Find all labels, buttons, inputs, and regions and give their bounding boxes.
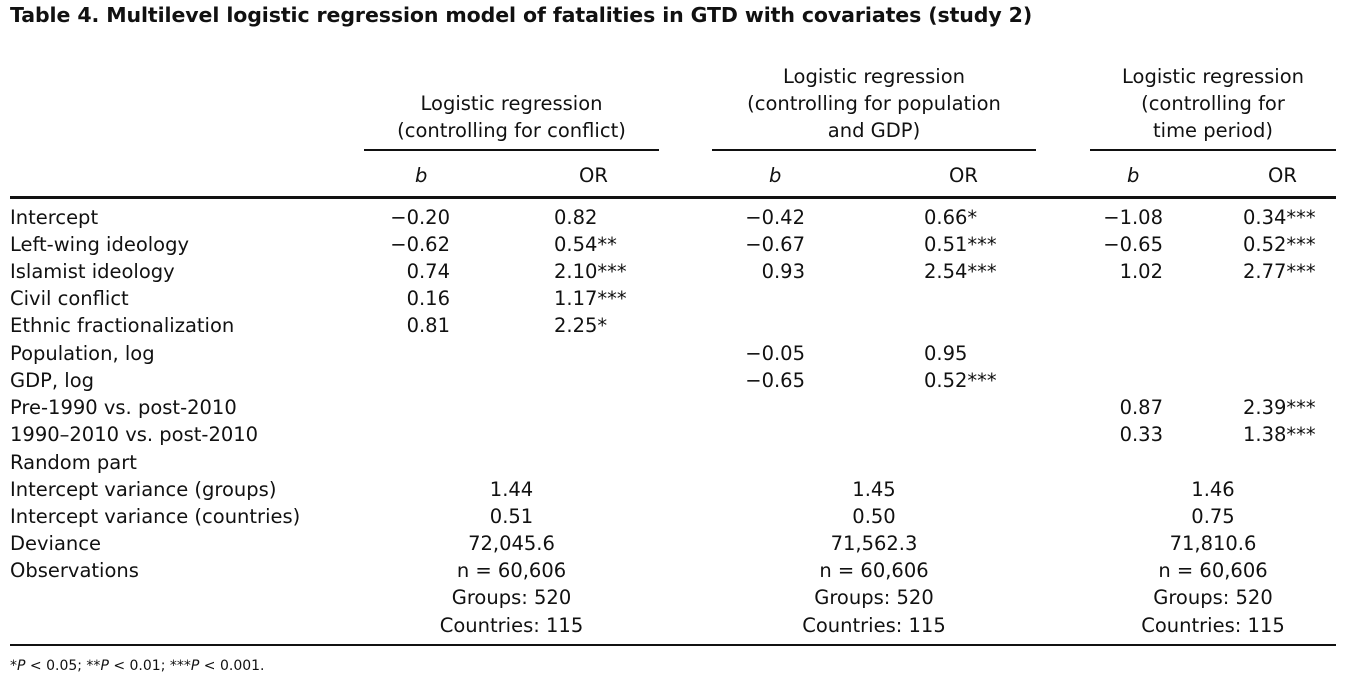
group-rule	[712, 149, 1036, 151]
subheader-b: b	[1127, 162, 1139, 189]
odds-ratio-cell: 0.51***	[924, 231, 997, 258]
footnote: *P < 0.05; **P < 0.01; ***P < 0.001.	[10, 658, 265, 674]
coefficient-b-cell: −0.20	[350, 204, 450, 231]
random-part-cell: n = 60,606	[364, 557, 659, 584]
odds-ratio-cell: 0.66*	[924, 204, 977, 231]
row-label: Population, log	[10, 340, 155, 367]
row-label: Intercept	[10, 204, 98, 231]
coefficient-b-cell: −1.08	[1063, 204, 1163, 231]
group-header-line: (controlling for	[1090, 90, 1336, 117]
row-label: GDP, log	[10, 367, 94, 394]
subheader-or: OR	[1268, 162, 1297, 189]
row-label: Pre-1990 vs. post-2010	[10, 394, 237, 421]
group-header-line: (controlling for conflict)	[364, 117, 659, 144]
row-label: Islamist ideology	[10, 258, 175, 285]
group-rule	[364, 149, 659, 151]
odds-ratio-cell: 0.54**	[554, 231, 617, 258]
coefficient-b-cell: 1.02	[1063, 258, 1163, 285]
random-part-cell: 71,810.6	[1090, 530, 1336, 557]
random-part-cell: Groups: 520	[364, 584, 659, 611]
random-part-cell: 0.75	[1090, 503, 1336, 530]
footnote-text: *P < 0.05; **P < 0.01; ***P < 0.001.	[10, 658, 265, 674]
odds-ratio-cell: 0.52***	[924, 367, 997, 394]
group-header-line: and GDP)	[712, 117, 1036, 144]
group-header-line: time period)	[1090, 117, 1336, 144]
group-header-conflict: Logistic regression (controlling for con…	[364, 90, 659, 144]
coefficient-b-cell: −0.42	[705, 204, 805, 231]
coefficient-b-cell: −0.67	[705, 231, 805, 258]
coefficient-b-cell: 0.74	[350, 258, 450, 285]
random-part-cell: 1.45	[712, 476, 1036, 503]
random-part-label: Random part	[10, 449, 137, 476]
coefficient-b-cell: 0.81	[350, 312, 450, 339]
row-label: Left-wing ideology	[10, 231, 189, 258]
group-header-line: (controlling for population	[712, 90, 1036, 117]
coefficient-b-cell: −0.65	[705, 367, 805, 394]
coefficient-b-cell: 0.16	[350, 285, 450, 312]
random-part-cell: 71,562.3	[712, 530, 1036, 557]
random-row-label: Observations	[10, 557, 139, 584]
odds-ratio-cell: 0.34***	[1243, 204, 1316, 231]
subheader-or: OR	[579, 162, 608, 189]
coefficient-b-cell: −0.62	[350, 231, 450, 258]
odds-ratio-cell: 2.39***	[1243, 394, 1316, 421]
coefficient-b-cell: −0.65	[1063, 231, 1163, 258]
random-part-cell: Countries: 115	[364, 612, 659, 639]
row-label: 1990–2010 vs. post-2010	[10, 421, 258, 448]
subheader-b: b	[769, 162, 781, 189]
random-part-cell: Countries: 115	[1090, 612, 1336, 639]
random-part-cell: 72,045.6	[364, 530, 659, 557]
odds-ratio-cell: 0.95	[924, 340, 967, 367]
random-row-label: Intercept variance (groups)	[10, 476, 276, 503]
random-part-cell: 1.46	[1090, 476, 1336, 503]
random-part-cell: 1.44	[364, 476, 659, 503]
odds-ratio-cell: 0.52***	[1243, 231, 1316, 258]
group-header-line: Logistic regression	[712, 63, 1036, 90]
random-part-cell: 0.51	[364, 503, 659, 530]
table-bottom-rule	[10, 644, 1336, 646]
random-row-label: Deviance	[10, 530, 101, 557]
random-part-cell: n = 60,606	[1090, 557, 1336, 584]
group-header-line: Logistic regression	[364, 90, 659, 117]
group-rule	[1090, 149, 1336, 151]
subheader-or: OR	[949, 162, 978, 189]
odds-ratio-cell: 2.77***	[1243, 258, 1316, 285]
random-part-cell: Countries: 115	[712, 612, 1036, 639]
coefficient-b-cell: −0.05	[705, 340, 805, 367]
group-header-time-period: Logistic regression (controlling for tim…	[1090, 63, 1336, 144]
coefficient-b-cell: 0.33	[1063, 421, 1163, 448]
odds-ratio-cell: 2.54***	[924, 258, 997, 285]
random-part-cell: n = 60,606	[712, 557, 1036, 584]
odds-ratio-cell: 1.38***	[1243, 421, 1316, 448]
random-part-cell: 0.50	[712, 503, 1036, 530]
row-label: Ethnic fractionalization	[10, 312, 234, 339]
header-rule	[10, 196, 1336, 199]
odds-ratio-cell: 1.17***	[554, 285, 627, 312]
coefficient-b-cell: 0.93	[705, 258, 805, 285]
odds-ratio-cell: 2.25*	[554, 312, 607, 339]
random-part-cell: Groups: 520	[1090, 584, 1336, 611]
random-row-label: Intercept variance (countries)	[10, 503, 300, 530]
group-header-population-gdp: Logistic regression (controlling for pop…	[712, 63, 1036, 144]
table-title: Table 4. Multilevel logistic regression …	[10, 3, 1032, 27]
row-label: Civil conflict	[10, 285, 129, 312]
coefficient-b-cell: 0.87	[1063, 394, 1163, 421]
random-part-cell: Groups: 520	[712, 584, 1036, 611]
subheader-b: b	[415, 162, 427, 189]
odds-ratio-cell: 2.10***	[554, 258, 627, 285]
group-header-line: Logistic regression	[1090, 63, 1336, 90]
odds-ratio-cell: 0.82	[554, 204, 597, 231]
